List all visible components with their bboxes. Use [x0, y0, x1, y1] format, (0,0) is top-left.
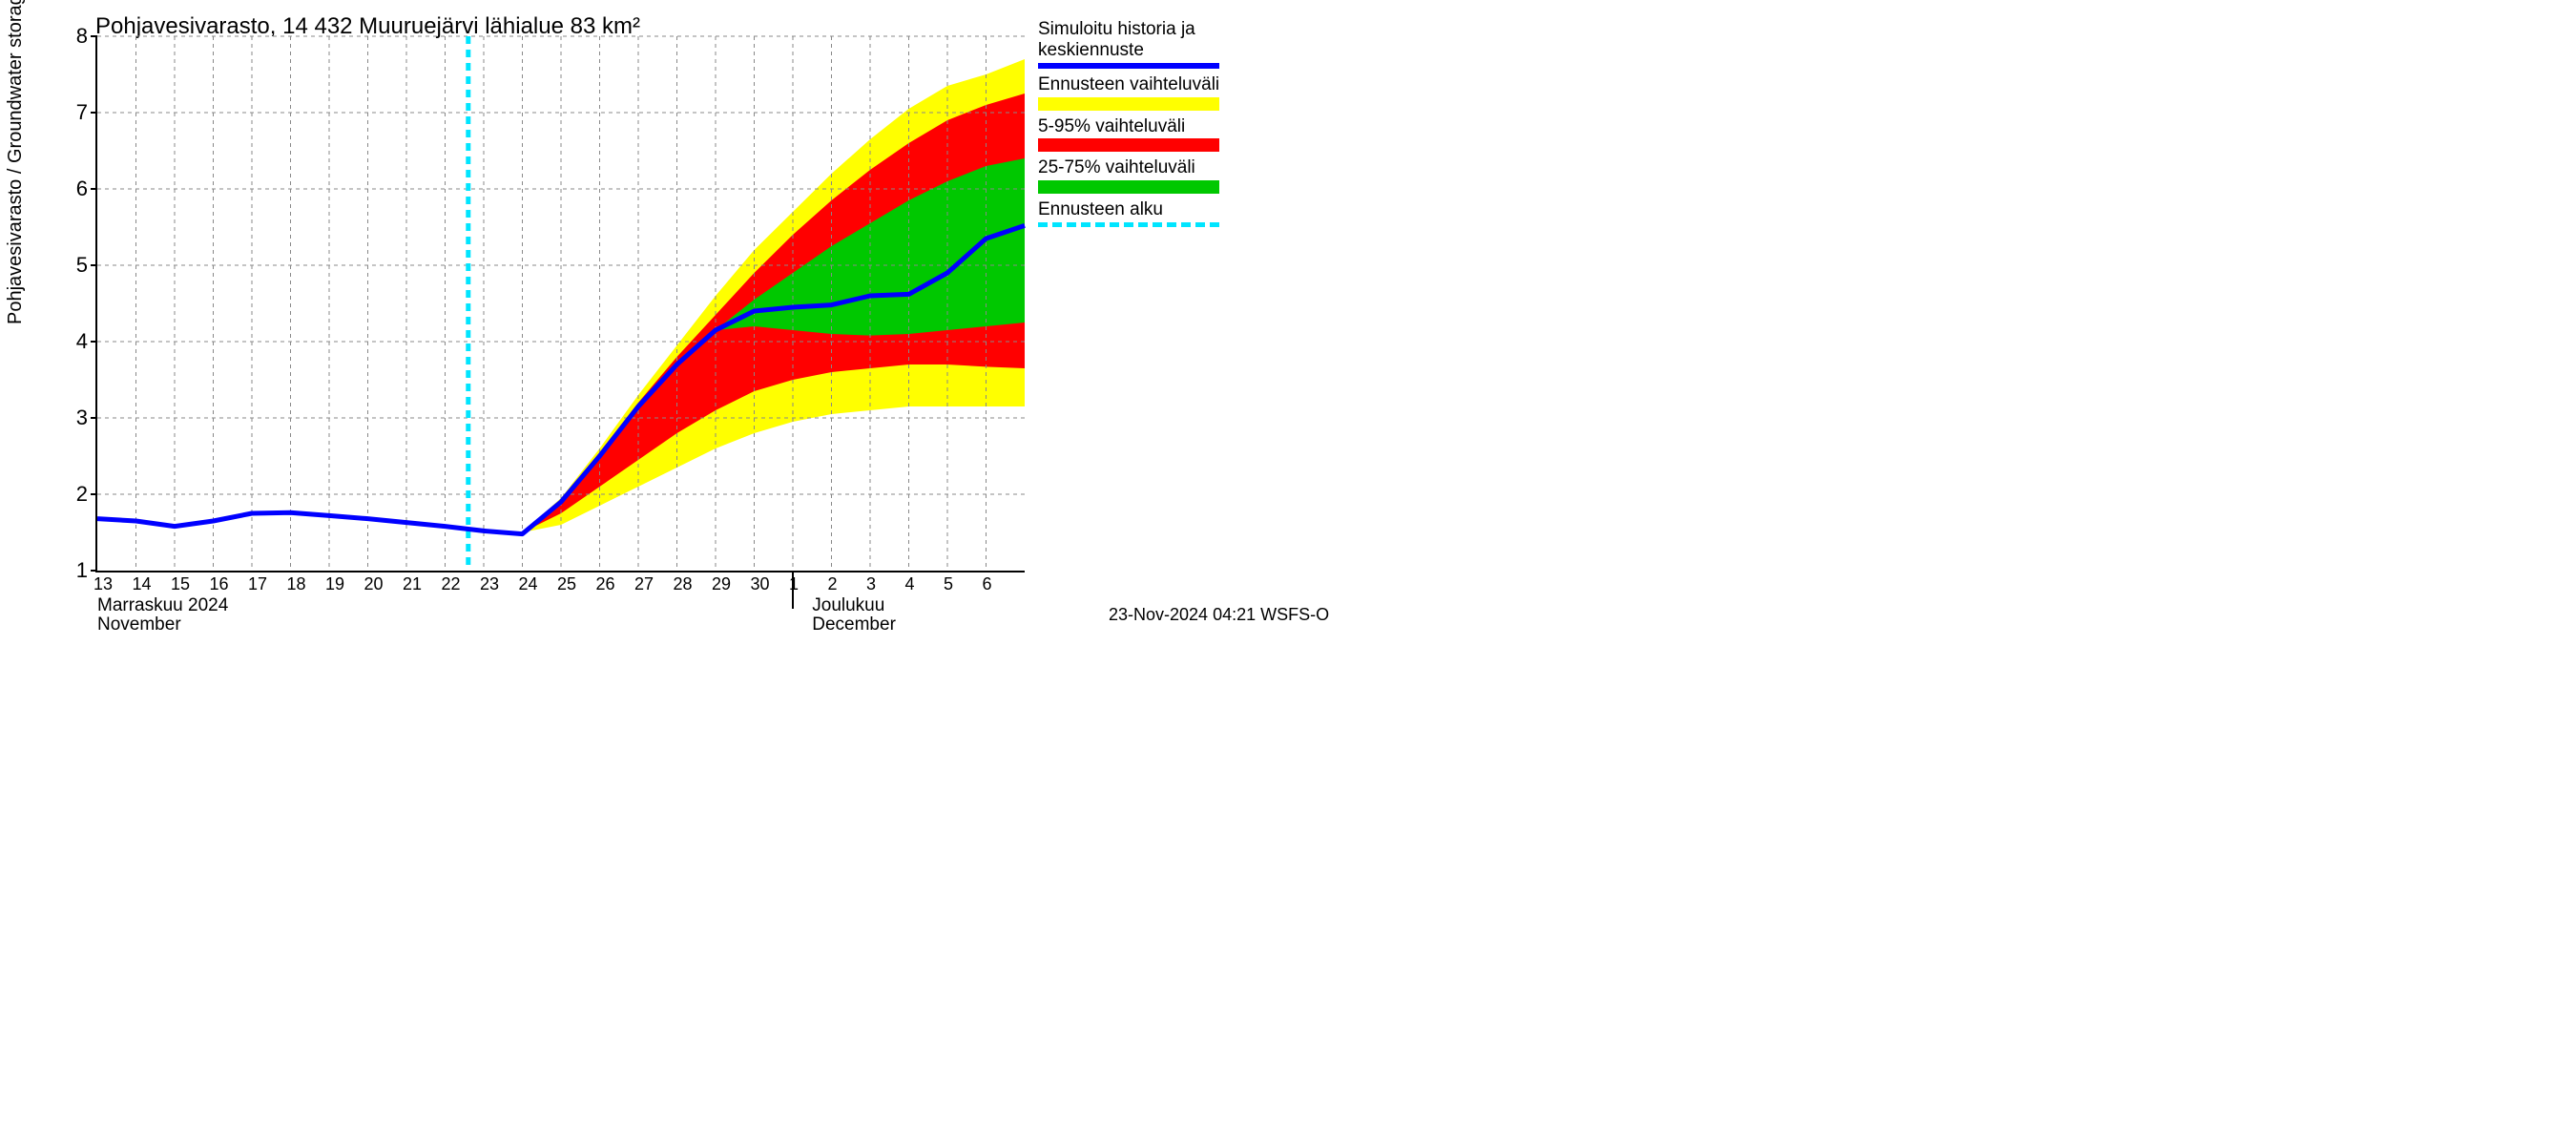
legend-item: Ennusteen alku	[1038, 199, 1420, 227]
x-tick-label: 24	[519, 574, 538, 594]
y-tick-label: 8	[76, 24, 88, 49]
x-tick-label: 16	[210, 574, 229, 594]
chart-svg	[97, 36, 1025, 571]
x-tick-label: 26	[596, 574, 615, 594]
y-tick-label: 2	[76, 482, 88, 507]
x-tick-label: 23	[480, 574, 499, 594]
x-tick-label: 30	[751, 574, 770, 594]
legend: Simuloitu historia jakeskiennuste Ennuste…	[1038, 19, 1420, 233]
x-tick-label: 4	[905, 574, 915, 594]
x-tick-label: 3	[866, 574, 876, 594]
x-tick-label: 15	[171, 574, 190, 594]
month-label-en: December	[812, 614, 896, 635]
x-tick-label: 17	[248, 574, 267, 594]
y-tick-label: 3	[76, 406, 88, 430]
x-tick-label: 6	[983, 574, 992, 594]
x-tick-label: 21	[403, 574, 422, 594]
y-axis-label: Pohjavesivarasto / Groundwater storage m…	[5, 0, 27, 324]
legend-label: Ennusteen vaihteluväli	[1038, 74, 1420, 95]
x-tick-label: 20	[364, 574, 384, 594]
legend-item: 25-75% vaihteluväli	[1038, 157, 1420, 194]
x-tick-label: 28	[674, 574, 693, 594]
x-tick-label: 18	[287, 574, 306, 594]
x-tick-label: 22	[442, 574, 461, 594]
x-tick-label: 2	[828, 574, 838, 594]
x-tick-label: 5	[944, 574, 953, 594]
legend-label: Ennusteen alku	[1038, 199, 1420, 220]
legend-swatch	[1038, 222, 1219, 227]
x-tick-label: 13	[93, 574, 113, 594]
x-tick-label: 14	[133, 574, 152, 594]
legend-label: keskiennuste	[1038, 40, 1420, 61]
month-label-fi: Joulukuu	[812, 595, 884, 616]
x-tick-label: 25	[557, 574, 576, 594]
legend-label: Simuloitu historia ja	[1038, 19, 1420, 40]
legend-item: Simuloitu historia jakeskiennuste	[1038, 19, 1420, 69]
legend-item: 5-95% vaihteluväli	[1038, 116, 1420, 153]
month-label-fi: Marraskuu 2024	[97, 595, 228, 616]
legend-label: 5-95% vaihteluväli	[1038, 116, 1420, 137]
y-tick-label: 6	[76, 177, 88, 201]
chart-container: Pohjavesivarasto / Groundwater storage m…	[0, 0, 1431, 636]
legend-swatch	[1038, 63, 1219, 69]
y-tick-label: 4	[76, 329, 88, 354]
x-tick-label: 27	[634, 574, 654, 594]
y-tick-label: 1	[76, 558, 88, 583]
legend-swatch	[1038, 138, 1219, 152]
y-tick-label: 5	[76, 253, 88, 278]
plot-area: 12345678 1314151617181920212223242526272…	[95, 36, 1025, 572]
x-tick-label: 1	[789, 574, 799, 594]
legend-label: 25-75% vaihteluväli	[1038, 157, 1420, 178]
x-tick-label: 29	[712, 574, 731, 594]
y-tick-label: 7	[76, 100, 88, 125]
month-label-en: November	[97, 614, 181, 635]
legend-item: Ennusteen vaihteluväli	[1038, 74, 1420, 111]
timestamp-label: 23-Nov-2024 04:21 WSFS-O	[1109, 605, 1329, 625]
legend-swatch	[1038, 180, 1219, 194]
x-tick-label: 19	[325, 574, 344, 594]
legend-swatch	[1038, 97, 1219, 111]
